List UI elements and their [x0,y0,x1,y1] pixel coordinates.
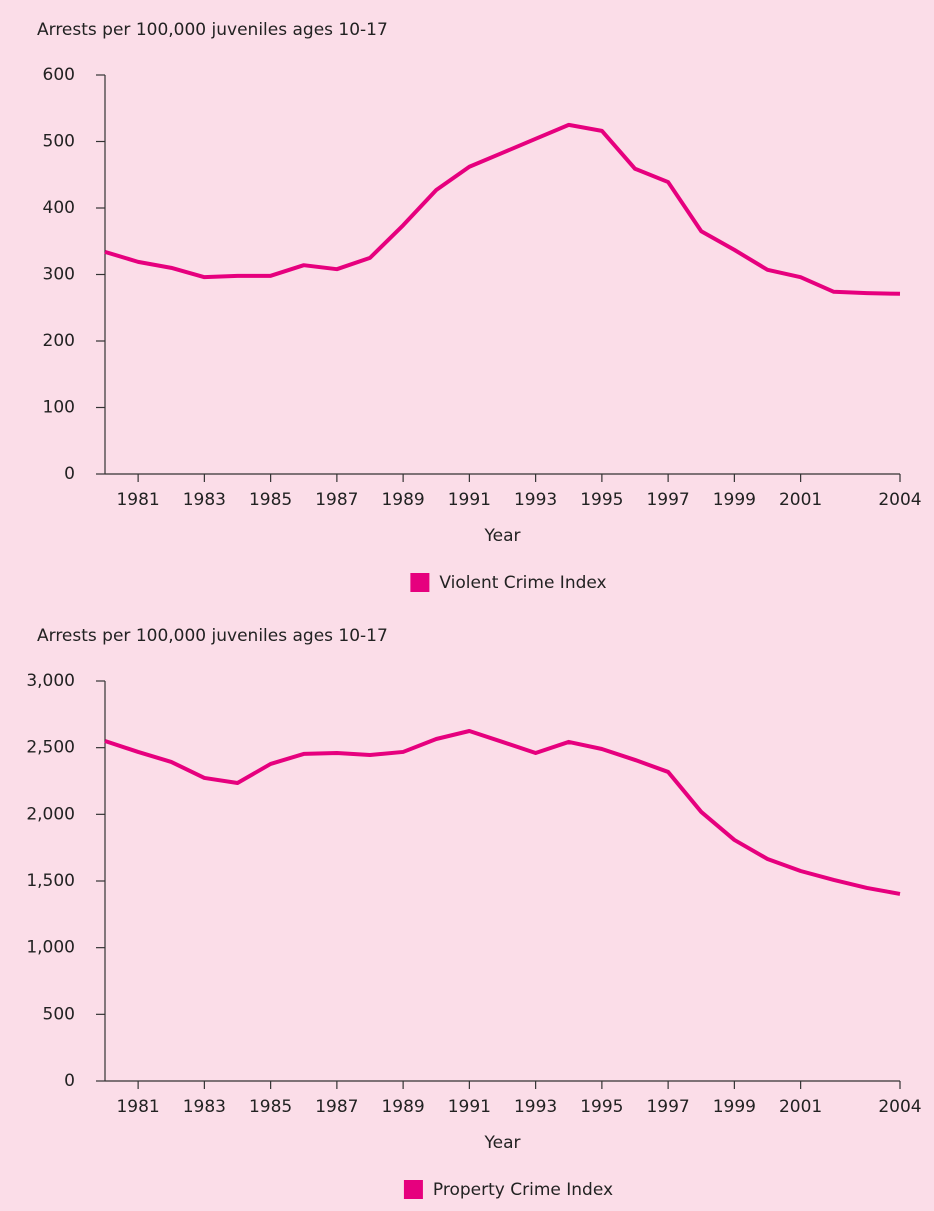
x-tick-label: 1983 [183,490,226,510]
line [104,122,901,296]
x-tick-label: 1991 [448,1097,491,1117]
x-tick-label: 1985 [249,490,292,510]
y-tick-label: 0 [64,1071,75,1091]
x-tick-label: 1999 [713,490,756,510]
line [104,729,901,896]
x-tick-label: 1999 [713,1097,756,1117]
legend-swatch [403,1180,423,1199]
x-tick-label: 1995 [580,490,623,510]
x-axis-label: Year [484,1133,521,1153]
legend-label: Property Crime Index [433,1180,613,1200]
legend-swatch [410,573,430,592]
y-tick-label: 100 [43,398,75,418]
y-tick-label: 0 [64,464,75,484]
x-tick-label: 1987 [315,490,358,510]
x-tick-label: 2004 [878,1097,921,1117]
y-tick-label: 1,500 [26,871,75,891]
y-tick-label: 500 [43,132,75,152]
x-tick-label: 1987 [315,1097,358,1117]
x-tick-label: 1983 [183,1097,226,1117]
legend-label: Violent Crime Index [439,573,606,593]
y-axis-label: Arrests per 100,000 juveniles ages 10-17 [37,20,388,40]
y-tick-label: 600 [43,65,75,85]
x-tick-label: 2001 [779,1097,822,1117]
y-tick-label: 2,500 [26,738,75,758]
x-tick-label: 1991 [448,490,491,510]
x-tick-label: 1985 [249,1097,292,1117]
x-tick-label: 1989 [381,490,424,510]
x-tick-label: 2004 [878,490,921,510]
y-tick-label: 2,000 [26,804,75,824]
x-tick-label: 2001 [779,490,822,510]
y-tick-label: 400 [43,198,75,218]
x-axis-label: Year [484,526,521,546]
y-tick-label: 500 [43,1004,75,1024]
x-tick-label: 1993 [514,490,557,510]
y-axis-label: Arrests per 100,000 juveniles ages 10-17 [37,626,388,646]
x-tick-label: 1981 [116,1097,159,1117]
y-tick-label: 200 [43,331,75,351]
y-tick-label: 300 [43,265,75,285]
x-tick-label: 1997 [646,490,689,510]
x-tick-label: 1989 [381,1097,424,1117]
x-tick-label: 1995 [580,1097,623,1117]
x-tick-label: 1997 [646,1097,689,1117]
y-tick-label: 1,000 [26,938,75,958]
y-tick-label: 3,000 [26,671,75,691]
x-tick-label: 1993 [514,1097,557,1117]
x-tick-label: 1981 [116,490,159,510]
